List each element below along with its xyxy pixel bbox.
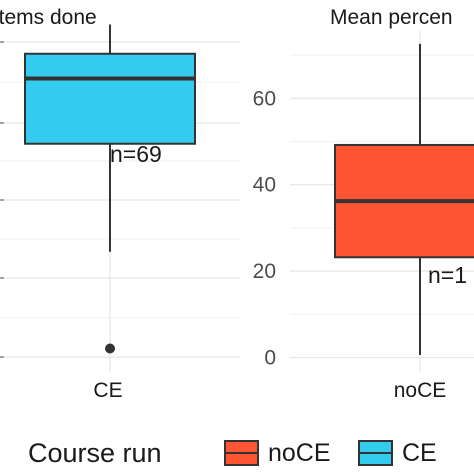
panel-items-done: [0, 24, 240, 372]
x-tick-label-ce: CE: [93, 379, 122, 402]
panel-title-items-done: items done: [0, 6, 97, 29]
y-tick-label: 0: [264, 347, 276, 370]
legend: Course run noCE CE: [28, 438, 437, 468]
outlier-point: [105, 343, 115, 354]
x-tick-label-noce: noCE: [394, 379, 447, 402]
y-tick-label: 20: [253, 260, 276, 283]
sample-size-annotation-ce: n=69: [110, 141, 162, 167]
box-ce: [24, 52, 196, 145]
legend-key-noce: [223, 438, 260, 468]
y-tick-label: 60: [253, 87, 276, 110]
sample-size-annotation-noce: n=1: [428, 262, 467, 288]
y-tick-label: 40: [253, 174, 276, 197]
panel-title-mean-percent: Mean percen: [330, 6, 453, 29]
panel-mean-percent: 0 20 40 60: [253, 30, 474, 372]
legend-key-ce: [358, 440, 393, 466]
legend-label-ce: CE: [402, 439, 437, 467]
legend-label-noce: noCE: [268, 439, 331, 467]
legend-title: Course run: [28, 438, 162, 468]
